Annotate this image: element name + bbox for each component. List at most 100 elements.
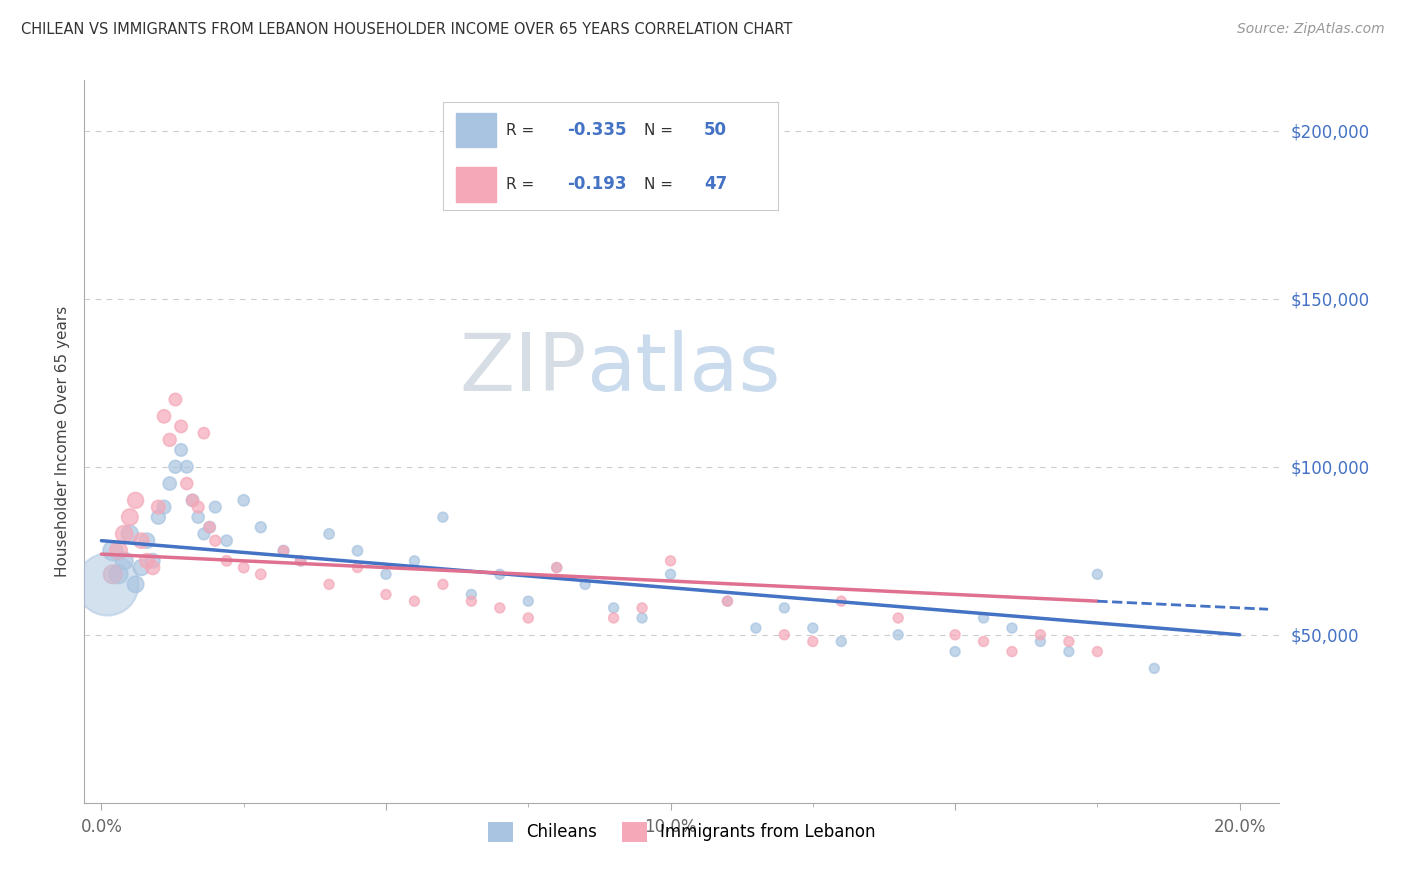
Point [232,493,254,508]
Point [460,594,482,608]
Point [460,587,482,601]
Point [249,567,271,582]
Text: atlas: atlas [586,330,780,409]
Point [801,621,824,635]
Point [1001,644,1024,658]
Point [159,476,181,491]
Point [124,577,146,591]
Point [290,554,312,568]
Point [215,533,238,548]
Point [107,543,129,558]
Text: CHILEAN VS IMMIGRANTS FROM LEBANON HOUSEHOLDER INCOME OVER 65 YEARS CORRELATION : CHILEAN VS IMMIGRANTS FROM LEBANON HOUSE… [21,22,793,37]
Point [318,577,340,591]
Point [659,554,682,568]
Point [193,527,215,541]
Point [165,459,187,474]
Point [716,594,738,608]
Point [318,527,340,541]
Point [973,634,995,648]
Point [136,554,159,568]
Point [631,611,654,625]
Point [165,392,187,407]
Point [432,577,454,591]
Point [801,634,824,648]
Point [273,543,295,558]
Point [773,628,796,642]
Point [136,533,159,548]
Point [176,476,198,491]
Point [153,500,176,514]
Point [887,628,910,642]
Point [546,560,568,574]
Point [943,644,966,658]
Point [517,611,540,625]
Point [517,594,540,608]
Point [1029,628,1052,642]
Point [488,600,510,615]
Point [170,442,193,457]
Point [118,527,141,541]
Point [181,493,204,508]
Point [232,560,254,574]
Point [659,567,682,582]
Point [943,628,966,642]
Point [204,533,226,548]
Point [488,567,510,582]
Point [830,634,852,648]
Point [148,510,170,524]
Point [96,577,118,591]
Legend: Chileans, Immigrants from Lebanon: Chileans, Immigrants from Lebanon [481,815,883,848]
Text: ZIP: ZIP [458,330,586,409]
Y-axis label: Householder Income Over 65 years: Householder Income Over 65 years [55,306,70,577]
Point [404,554,426,568]
Point [375,567,398,582]
Point [375,587,398,601]
Point [101,567,124,582]
Point [1029,634,1052,648]
Point [187,510,209,524]
Point [273,543,295,558]
Point [198,520,221,534]
Point [290,554,312,568]
Point [716,594,738,608]
Point [546,560,568,574]
Point [129,533,152,548]
Point [973,611,995,625]
Point [181,493,204,508]
Point [142,554,165,568]
Point [176,459,198,474]
Point [170,419,193,434]
Point [107,567,129,582]
Point [148,500,170,514]
Point [193,426,215,441]
Point [830,594,852,608]
Point [198,520,221,534]
Point [129,560,152,574]
Point [887,611,910,625]
Point [346,543,368,558]
Point [249,520,271,534]
Point [159,433,181,447]
Point [602,600,624,615]
Point [1143,661,1166,675]
Point [602,611,624,625]
Point [631,600,654,615]
Point [112,527,135,541]
Point [1085,644,1108,658]
Point [404,594,426,608]
Point [101,543,124,558]
Point [574,577,596,591]
Point [1001,621,1024,635]
Point [187,500,209,514]
Point [124,493,146,508]
Point [118,510,141,524]
Point [112,554,135,568]
Point [773,600,796,615]
Point [153,409,176,424]
Point [432,510,454,524]
Point [204,500,226,514]
Point [142,560,165,574]
Point [1057,644,1080,658]
Point [346,560,368,574]
Point [745,621,768,635]
